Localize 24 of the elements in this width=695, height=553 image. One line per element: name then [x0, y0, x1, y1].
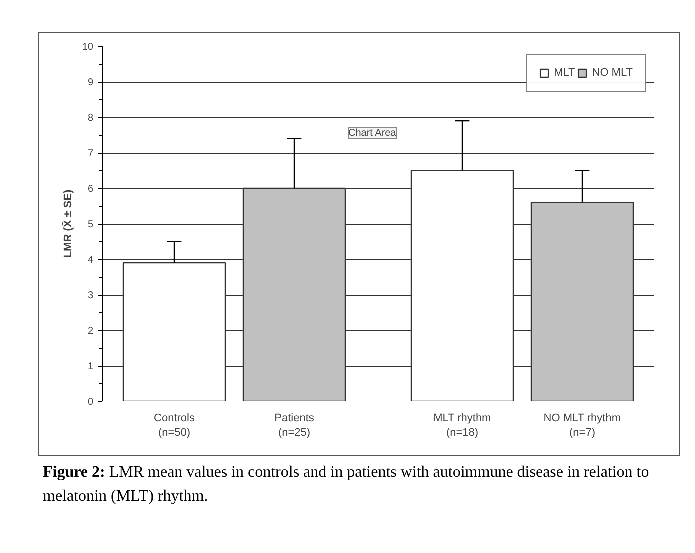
- x-tick-label: NO MLT rhythm (n=7): [544, 412, 622, 439]
- x-tick-label: Patients (n=25): [274, 412, 315, 439]
- y-tick-label: 10: [82, 42, 94, 53]
- y-tick-label: 8: [88, 113, 94, 124]
- bar: [410, 170, 514, 402]
- bar: [530, 202, 634, 402]
- x-tick-label: Controls (n=50): [154, 412, 196, 439]
- y-tick-label: 3: [88, 290, 94, 302]
- y-axis-title: LMR (X̄ ± SE): [62, 189, 74, 258]
- annotation: Chart Area: [348, 128, 397, 139]
- legend-label: NO MLT: [592, 67, 633, 79]
- bar: [242, 188, 346, 402]
- caption: Figure 2: LMR mean values in controls and in patients with autoimmune disease in relation to melatonin (MLT) rhythm.: [43, 463, 650, 507]
- y-tick-label: 2: [88, 326, 94, 337]
- y-tick-label: 0: [88, 397, 94, 408]
- legend-label: MLT: [554, 67, 576, 79]
- bar: [122, 262, 226, 402]
- y-tick-label: 4: [88, 255, 94, 266]
- y-tick-label: 1: [88, 362, 94, 372]
- y-tick-label: 7: [88, 148, 94, 160]
- y-tick-label: 6: [88, 184, 94, 195]
- y-tick-label: 9: [88, 78, 94, 88]
- y-tick-label: 5: [88, 220, 94, 230]
- x-tick-label: MLT rhythm (n=18): [434, 412, 492, 439]
